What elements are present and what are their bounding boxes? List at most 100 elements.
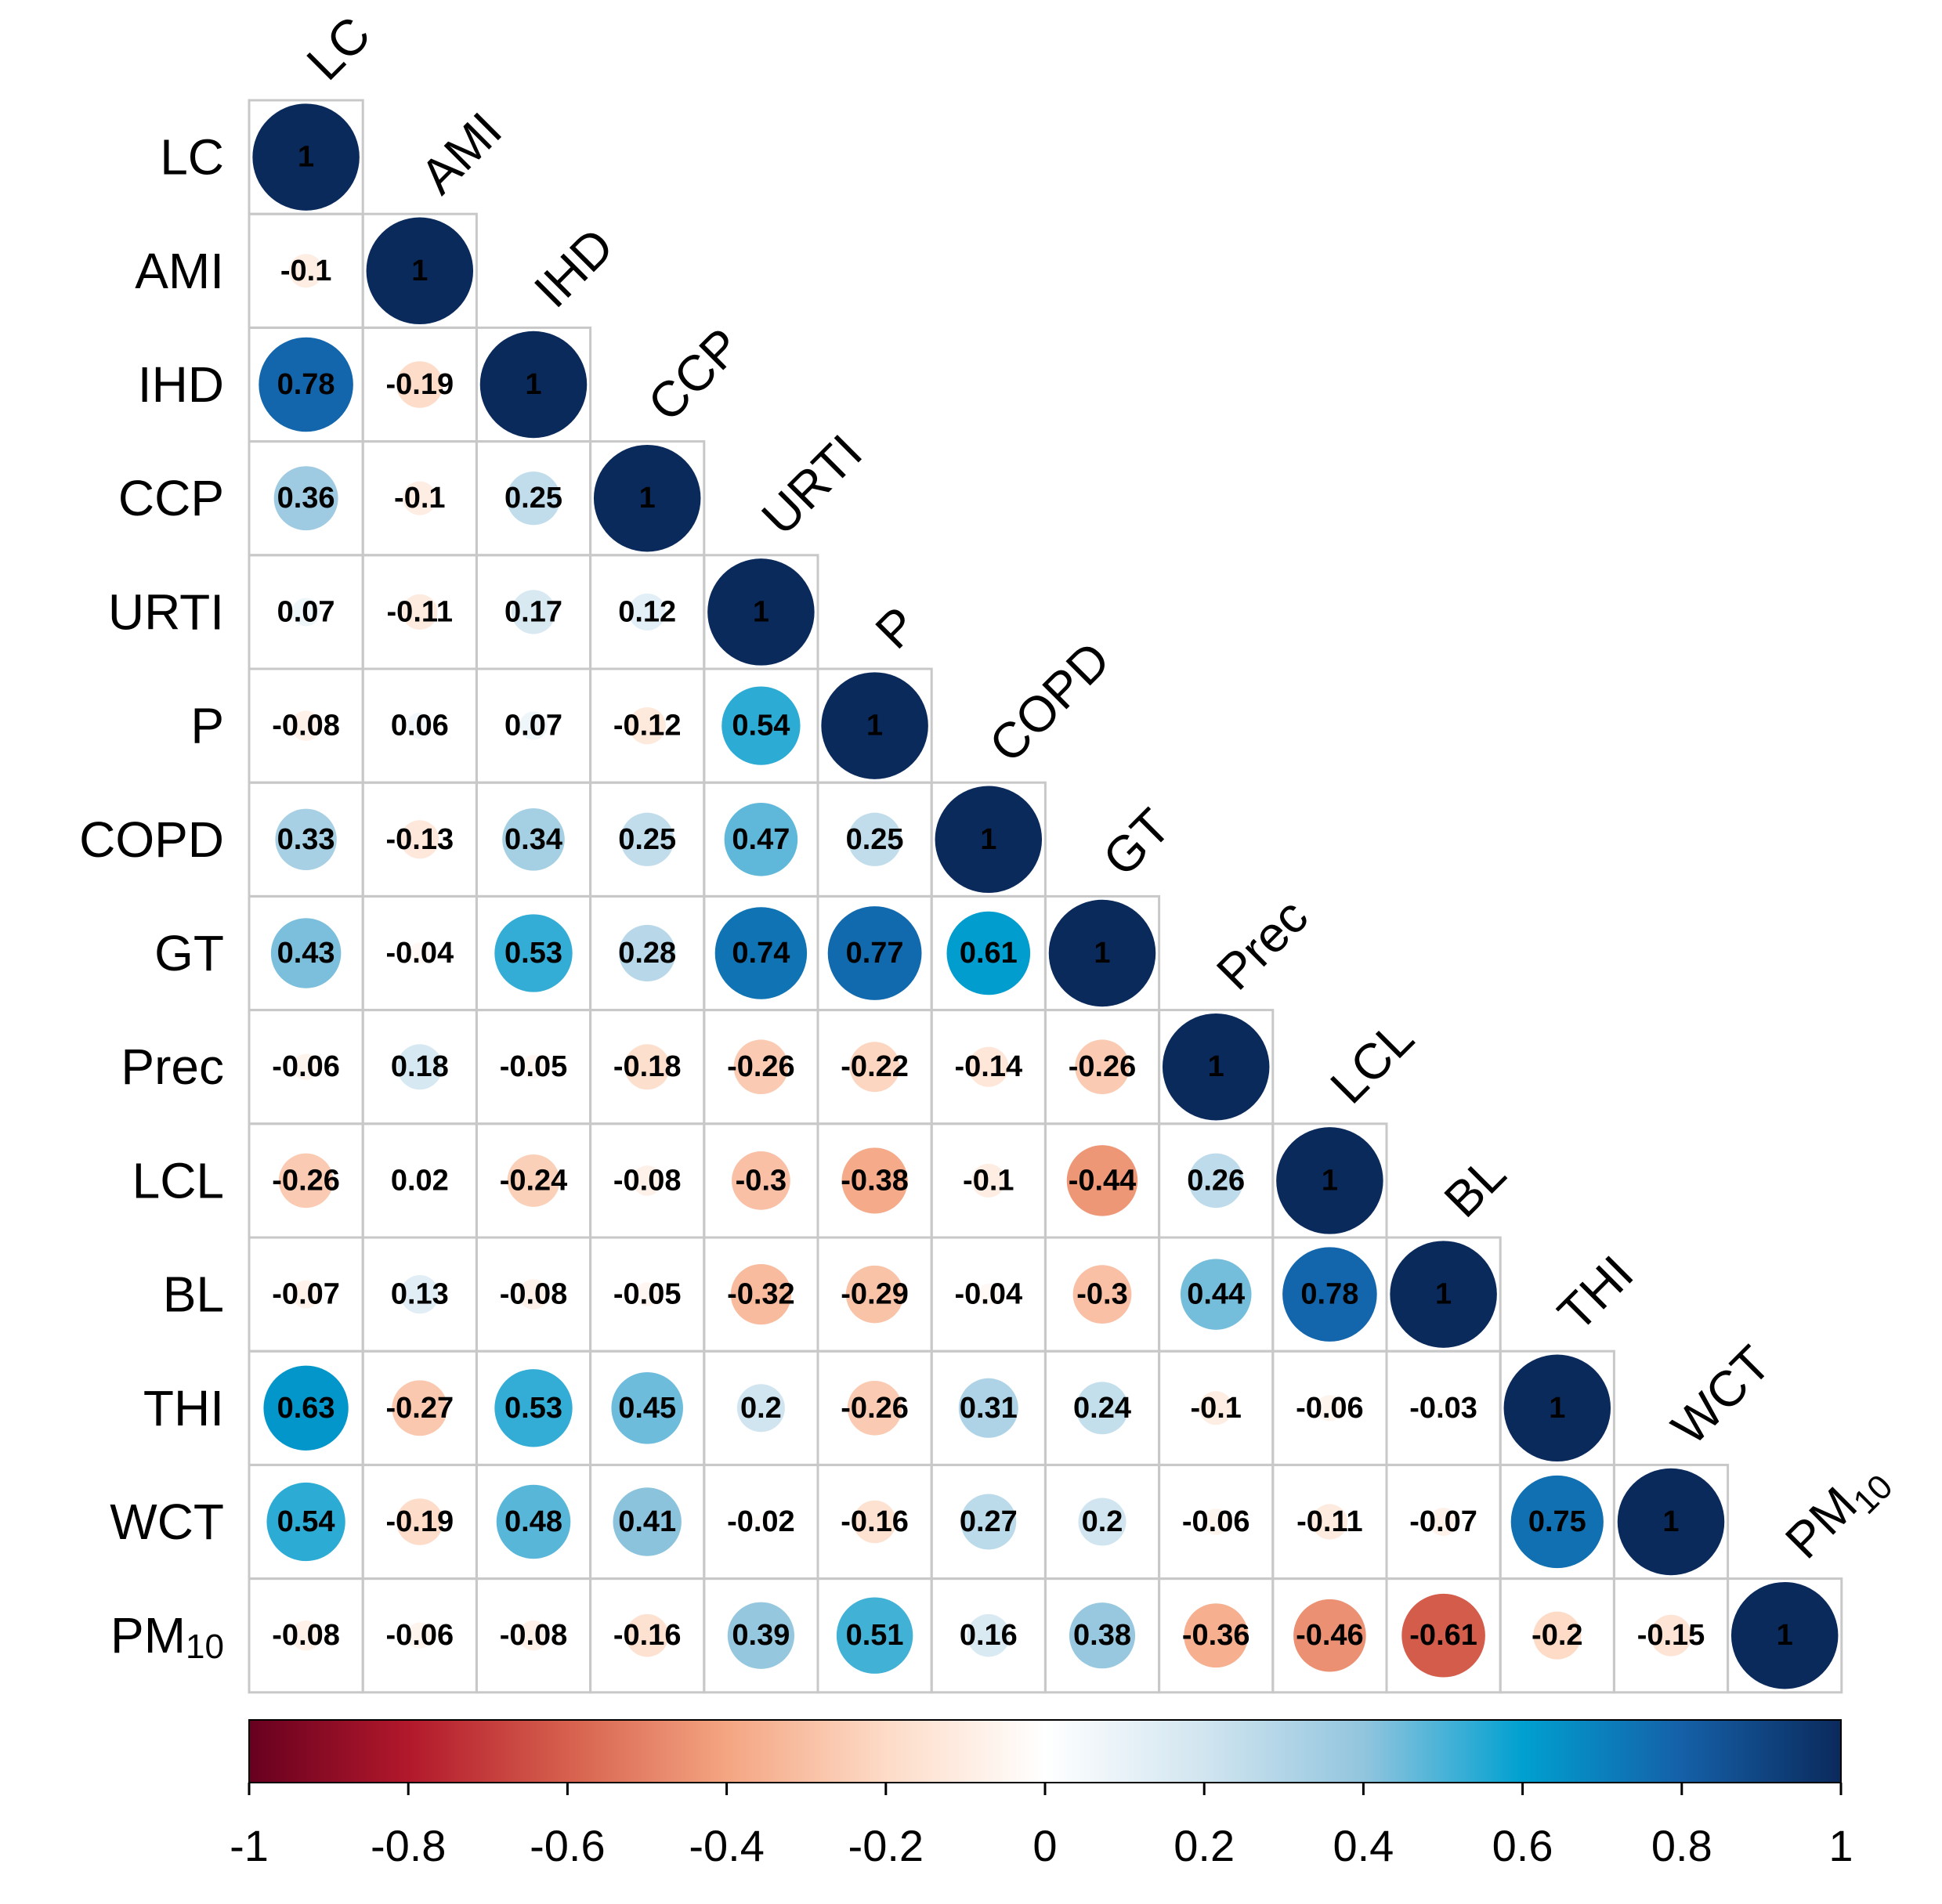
corr-circle-Prec-P — [849, 1042, 900, 1093]
colorbar-gradient-bar — [248, 1719, 1842, 1783]
corr-circle-THI-LCL — [1316, 1395, 1343, 1422]
corr-circle-PM10-BL — [1401, 1593, 1485, 1678]
corr-value-THI-CCP: 0.45 — [618, 1392, 676, 1425]
corr-circle-PM10-GT — [1069, 1602, 1136, 1669]
corr-circle-P-URTI — [721, 686, 801, 765]
row-label-Prec: Prec — [121, 1039, 224, 1095]
corr-value-LCL-CCP: -0.08 — [613, 1164, 682, 1197]
col-label-P: P — [865, 596, 928, 659]
corr-value-PM10-URTI: 0.39 — [732, 1619, 790, 1652]
corr-value-BL-AMI: 0.13 — [391, 1278, 449, 1311]
corr-circle-THI-COPD — [958, 1378, 1018, 1438]
corr-value-COPD-COPD: 1 — [980, 823, 996, 856]
corr-circle-WCT-P — [853, 1500, 896, 1544]
corr-circle-URTI-URTI — [707, 558, 815, 666]
corr-circle-BL-GT — [1072, 1265, 1132, 1324]
corr-circle-GT-P — [827, 906, 922, 1000]
corr-value-GT-P: 0.77 — [846, 937, 904, 970]
corr-value-CCP-LC: 0.36 — [277, 482, 335, 515]
corr-circle-GT-URTI — [714, 907, 808, 999]
corr-value-WCT-COPD: 0.27 — [960, 1505, 1018, 1538]
corr-value-URTI-IHD: 0.17 — [504, 595, 562, 628]
corr-value-BL-LC: -0.07 — [272, 1278, 340, 1311]
corr-circle-PM10-LC — [291, 1620, 321, 1651]
corr-value-WCT-LCL: -0.11 — [1296, 1505, 1363, 1538]
corr-value-PM10-PM10: 1 — [1777, 1619, 1793, 1652]
corr-circle-THI-URTI — [736, 1384, 785, 1433]
corr-circle-LCL-AMI — [412, 1172, 428, 1189]
colorbar-tick-label: 1 — [1828, 1821, 1853, 1870]
corr-circle-GT-COPD — [946, 911, 1031, 995]
corr-value-THI-LC: 0.63 — [277, 1392, 335, 1425]
grid-layer — [248, 99, 1843, 1694]
corr-circle-COPD-AMI — [400, 820, 439, 859]
corr-circle-P-P — [821, 672, 928, 779]
corr-value-URTI-CCP: 0.12 — [618, 595, 676, 628]
corr-circle-WCT-IHD — [496, 1484, 571, 1559]
corr-value-AMI-LC: -0.1 — [280, 255, 331, 287]
corr-value-Prec-AMI: 0.18 — [391, 1050, 449, 1083]
corr-circle-COPD-URTI — [724, 803, 798, 876]
corr-circle-BL-COPD — [978, 1283, 1000, 1306]
corr-circle-IHD-IHD — [479, 331, 588, 439]
row-label-layer: LC AMI IHD CCP URTI P COPD GT Prec LCL BL THI WCT PM1… — [79, 129, 224, 1666]
corr-circle-BL-AMI — [400, 1274, 439, 1314]
corr-value-Prec-IHD: -0.05 — [500, 1050, 568, 1083]
corr-value-PM10-COPD: 0.16 — [960, 1619, 1018, 1652]
colorbar-tick-label: -0.2 — [848, 1821, 924, 1870]
corr-circle-BL-URTI — [730, 1263, 792, 1325]
col-label-COPD: COPD — [978, 630, 1121, 773]
corr-circle-P-IHD — [519, 711, 548, 740]
corr-circle-THI-THI — [1503, 1354, 1611, 1462]
corr-value-GT-CCP: 0.28 — [618, 937, 676, 970]
corr-circle-LCL-GT — [1066, 1145, 1138, 1216]
corr-value-LCL-LCL: 1 — [1322, 1164, 1338, 1197]
col-label-LC: LC — [296, 5, 382, 91]
colorbar-tick-label: 0.6 — [1492, 1821, 1553, 1870]
corr-value-Prec-P: -0.22 — [841, 1050, 909, 1083]
corr-value-GT-IHD: 0.53 — [504, 937, 562, 970]
row-label-URTI: URTI — [108, 583, 224, 640]
corr-circle-WCT-AMI — [396, 1498, 443, 1545]
colorbar-tick-label: 0.4 — [1333, 1821, 1394, 1870]
corr-value-COPD-IHD: 0.34 — [504, 823, 562, 856]
corr-circle-WCT-GT — [1078, 1498, 1127, 1546]
corr-value-GT-GT: 1 — [1094, 937, 1110, 970]
corr-circle-COPD-IHD — [502, 808, 565, 871]
corr-circle-AMI-AMI — [366, 217, 474, 325]
corr-value-URTI-LC: 0.07 — [277, 595, 335, 628]
corr-circle-GT-LC — [270, 918, 342, 988]
corr-circle-LCL-LCL — [1276, 1127, 1383, 1234]
colorbar-tick-label: -0.6 — [530, 1821, 606, 1870]
corr-value-WCT-AMI: -0.19 — [385, 1505, 454, 1538]
corr-value-LCL-GT: -0.44 — [1069, 1164, 1137, 1197]
corr-circle-BL-BL — [1390, 1241, 1497, 1348]
row-label-P: P — [190, 698, 224, 754]
corr-circle-THI-Prec — [1199, 1391, 1233, 1425]
corr-value-LCL-URTI: -0.3 — [736, 1164, 787, 1197]
corr-value-GT-AMI: -0.04 — [385, 937, 454, 970]
corr-circle-LCL-LC — [278, 1153, 334, 1209]
corr-value-COPD-P: 0.25 — [846, 823, 904, 856]
corr-value-BL-Prec: 0.44 — [1187, 1278, 1245, 1311]
corr-value-BL-GT: -0.3 — [1076, 1278, 1127, 1311]
corr-value-LCL-P: -0.38 — [841, 1164, 909, 1197]
corr-circle-URTI-CCP — [628, 593, 666, 631]
corr-value-LCL-COPD: -0.1 — [963, 1164, 1014, 1197]
corr-circle-LCL-CCP — [631, 1165, 663, 1196]
row-label-COPD: COPD — [79, 811, 224, 868]
corr-circle-COPD-CCP — [620, 812, 674, 866]
col-label-URTI: URTI — [750, 424, 873, 546]
corr-circle-WCT-LCL — [1311, 1504, 1348, 1540]
corr-circle-COPD-P — [848, 812, 902, 866]
corr-value-THI-THI: 1 — [1549, 1392, 1565, 1425]
corr-circle-PM10-PM10 — [1730, 1581, 1839, 1689]
corr-value-COPD-CCP: 0.25 — [618, 823, 676, 856]
corr-circle-LCL-IHD — [507, 1154, 560, 1207]
corr-circle-Prec-LC — [292, 1053, 320, 1080]
corr-value-LCL-IHD: -0.24 — [500, 1164, 568, 1197]
corr-circle-WCT-BL — [1429, 1507, 1458, 1537]
corr-value-PM10-WCT: -0.15 — [1637, 1619, 1705, 1652]
corr-circle-THI-CCP — [611, 1372, 683, 1444]
